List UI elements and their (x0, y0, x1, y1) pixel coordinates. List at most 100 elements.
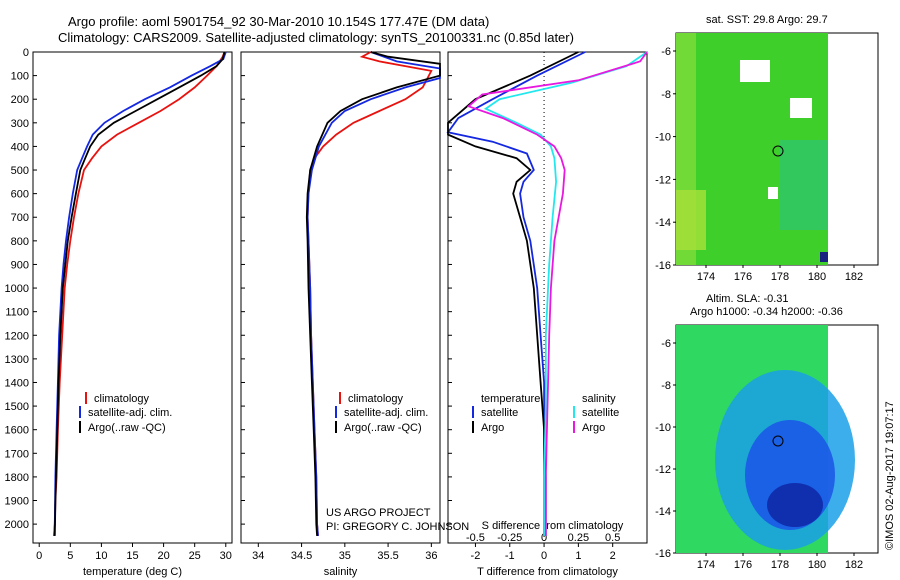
sla-map (675, 324, 879, 554)
x-tick-label: 1 (575, 550, 581, 562)
difference-legend: temperature satellite Argo salinity sate… (472, 393, 619, 434)
x-tick-label: 34.5 (291, 550, 312, 562)
series-line-argo-raw-qc- (53, 51, 226, 536)
x-axis-label: salinity (324, 566, 358, 578)
x-tick-label: 20 (157, 550, 169, 562)
x-tick-label: -2 (471, 550, 481, 562)
y-tick-label: 1100 (5, 307, 29, 319)
map-y-tick-label: -14 (655, 217, 671, 229)
y-tick-label: 400 (11, 141, 29, 153)
plot-frame-temperature (32, 51, 233, 544)
legend-t-sat-label: satellite (481, 407, 518, 419)
argo-float-location-marker (772, 145, 784, 157)
y-tick-label: 1200 (5, 330, 29, 342)
map-x-tick-label: 174 (697, 271, 715, 283)
x-tick-label: 10 (95, 550, 107, 562)
sst-warm-patch (676, 190, 706, 250)
sst-cloud-mask (820, 252, 828, 262)
x-axis-label: T difference from climatology (477, 566, 618, 578)
y-tick-label: 1600 (5, 425, 29, 437)
series-line-t-argo (447, 51, 579, 536)
map-x-tick-label: 180 (808, 559, 826, 571)
x-axis-label: temperature (deg C) (83, 566, 182, 578)
credits-line2: PI: GREGORY C. JOHNSON (326, 521, 469, 533)
credits-line1: US ARGO PROJECT (326, 507, 431, 519)
map-y-tick-label: -12 (655, 174, 671, 186)
y-tick-label: 500 (11, 165, 29, 177)
x-tick-label: 35 (339, 550, 351, 562)
y-tick-label: 1000 (5, 283, 29, 295)
legend-s-sat-label: satellite (582, 407, 619, 419)
sst-cloud-mask (740, 60, 770, 82)
sla-deep-core (767, 483, 823, 527)
map-y-tick-label: -8 (661, 380, 671, 392)
sst-map-axes: 174 176 178 180 182 -6 -8 -10 -12 -14 -16 (655, 46, 863, 283)
map-x-tick-label: 182 (845, 271, 863, 283)
sla-map-title-line2: Argo h1000: -0.34 h2000: -0.36 (690, 306, 843, 318)
map-y-tick-label: -10 (655, 132, 671, 144)
map-y-tick-label: -6 (661, 338, 671, 350)
y-tick-label: 100 (11, 71, 29, 83)
y-tick-label: 700 (11, 212, 29, 224)
y-tick-label: 1300 (5, 354, 29, 366)
y-tick-label: 2000 (5, 519, 29, 531)
s-diff-tick-label: 0.5 (605, 532, 620, 544)
y-tick-label: 1500 (5, 401, 29, 413)
x-tick-label: 34 (252, 550, 264, 562)
temperature-legend: climatology satellite-adj. clim. Argo(..… (79, 392, 172, 434)
y-tick-label: 200 (11, 94, 29, 106)
legend-argo-label: Argo(..raw -QC) (344, 422, 422, 434)
y-tick-label: 600 (11, 189, 29, 201)
x-tick-label: -1 (505, 550, 515, 562)
y-tick-label: 800 (11, 236, 29, 248)
s-diff-tick-label: 0.25 (568, 532, 589, 544)
legend-clim-label: climatology (94, 393, 150, 405)
sst-map (675, 32, 879, 266)
y-tick-label: 300 (11, 118, 29, 130)
sla-map-axes: 174 176 178 180 182 -6 -8 -10 -12 -14 -16 (655, 338, 863, 571)
map-x-tick-label: 180 (808, 271, 826, 283)
sst-cloud-mask (790, 98, 812, 118)
legend-temperature-heading: temperature (481, 393, 540, 405)
x-tick-label: 35.5 (377, 550, 398, 562)
x-tick-label: 25 (189, 550, 201, 562)
x-tick-label: 36 (425, 550, 437, 562)
y-tick-label: 1700 (5, 448, 29, 460)
series-line-argo-raw-qc- (305, 51, 441, 536)
map-x-tick-label: 182 (845, 559, 863, 571)
x-tick-label: 30 (220, 550, 232, 562)
y-tick-label: 900 (11, 259, 29, 271)
s-diff-tick-label: 0 (541, 532, 547, 544)
legend-clim-label: climatology (348, 393, 404, 405)
s-diff-tick-label: -0.5 (466, 532, 485, 544)
figure-title-line1: Argo profile: aoml 5901754_92 30-Mar-201… (68, 14, 489, 29)
x-tick-label: 5 (67, 550, 73, 562)
series-line-s-argo (466, 51, 648, 536)
y-tick-label: 1900 (5, 496, 29, 508)
map-x-tick-label: 174 (697, 559, 715, 571)
map-x-tick-label: 178 (771, 559, 789, 571)
argo-float-location-marker (772, 435, 784, 447)
x-tick-label: 15 (126, 550, 138, 562)
map-x-tick-label: 178 (771, 271, 789, 283)
y-tick-label: 0 (23, 47, 29, 59)
map-y-tick-label: -12 (655, 464, 671, 476)
legend-t-argo-label: Argo (481, 422, 504, 434)
sla-map-title-line1: Altim. SLA: -0.31 (706, 293, 789, 305)
map-x-tick-label: 176 (734, 271, 752, 283)
x-tick-label: 0 (541, 550, 547, 562)
legend-s-argo-label: Argo (582, 422, 605, 434)
s-diff-axis-label: S difference from climatology (482, 520, 624, 532)
sst-cool-patch (780, 140, 828, 230)
y-tick-label: 1400 (5, 377, 29, 389)
map-y-tick-label: -14 (655, 506, 671, 518)
salinity-legend: climatology satellite-adj. clim. Argo(..… (335, 392, 428, 434)
figure-title-line2: Climatology: CARS2009. Satellite-adjuste… (58, 30, 574, 45)
map-y-tick-label: -10 (655, 422, 671, 434)
x-tick-label: 2 (610, 550, 616, 562)
imos-timestamp: ©IMOS 02-Aug-2017 19:07:17 (884, 401, 896, 550)
plot-frame-salinity (240, 51, 441, 544)
y-tick-label: 1800 (5, 472, 29, 484)
